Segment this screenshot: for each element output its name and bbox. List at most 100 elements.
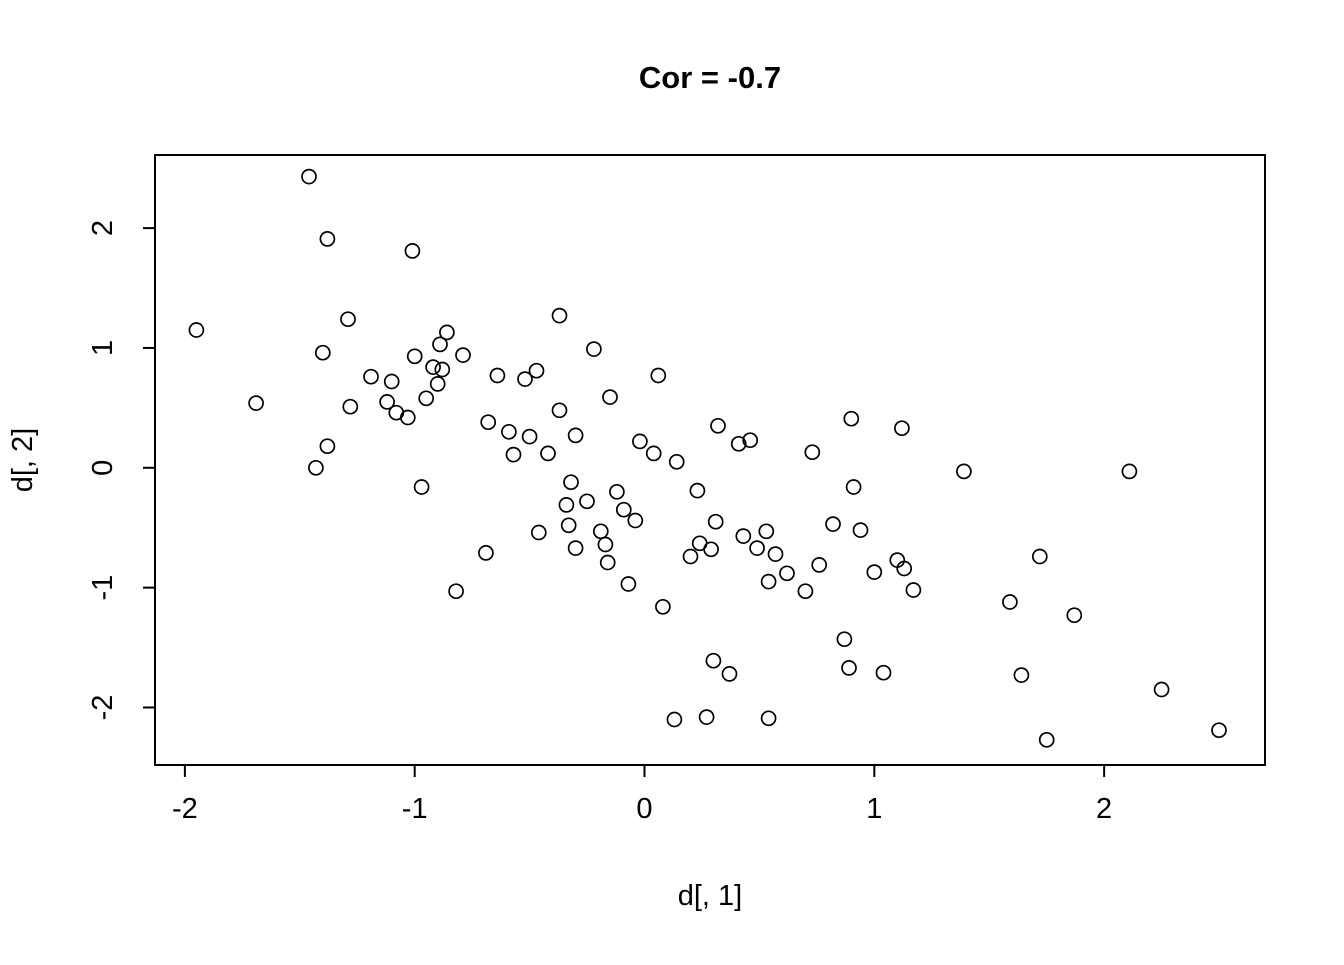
data-point [825,516,841,532]
data-point [956,463,972,480]
data-point [797,583,814,600]
data-point [560,517,577,534]
plot-area-border [154,154,1266,766]
data-point [668,453,685,470]
data-point [632,433,648,450]
data-points [188,168,1227,748]
data-point [314,344,331,361]
data-point [758,523,775,540]
y-tick-label: 0 [87,460,119,476]
data-point [602,389,618,405]
data-point [650,367,667,384]
data-point [1121,463,1138,480]
data-point [579,493,595,510]
data-point [383,373,400,390]
data-point [521,428,538,445]
x-tick-label: 1 [866,793,882,825]
data-point [597,536,614,553]
data-point [425,359,441,375]
data-point [517,371,533,387]
y-axis-label: d[, 2] [7,428,39,493]
x-tick-label: 0 [636,793,652,825]
data-point [455,347,471,363]
data-point [760,573,777,590]
y-tick-label: -1 [87,575,119,601]
data-point [760,710,777,727]
data-point [705,652,722,669]
data-point [689,482,706,499]
data-point [418,390,435,407]
data-point [563,474,579,491]
data-point [406,348,423,365]
data-point [721,666,738,682]
data-point [448,583,464,600]
data-point [1002,594,1018,610]
data-point [620,576,637,592]
data-point [735,528,752,544]
x-axis-label: d[, 1] [678,880,743,912]
data-point [896,560,913,577]
x-axis-ticks: -2 -1 0 1 2 [172,765,1112,825]
data-point [710,417,726,434]
data-point [586,341,602,357]
chart-title: Cor = -0.7 [639,60,781,95]
x-tick-label: -2 [172,793,198,825]
data-point [703,541,719,558]
data-point [319,231,336,247]
data-point [707,513,724,530]
data-point [1211,722,1227,739]
x-tick-label: -1 [402,793,428,825]
data-point [413,479,430,495]
data-point [905,582,922,598]
data-point [567,427,584,444]
data-point [439,324,455,341]
data-point [1153,681,1170,698]
data-point [340,311,356,328]
data-point [319,438,336,455]
data-point [779,565,795,582]
data-point [615,501,632,518]
data-point [501,423,517,440]
data-point [645,445,662,462]
data-point [843,410,860,427]
y-tick-label: -2 [87,695,119,721]
data-point [866,564,883,580]
data-point [505,446,522,463]
data-point [894,420,910,437]
data-point [480,414,497,431]
data-point [852,522,869,538]
data-point [841,660,857,676]
data-point [489,367,506,384]
data-point [609,483,625,500]
data-point [1066,607,1083,624]
data-point [767,546,784,562]
data-point [404,243,421,259]
data-point [248,395,264,411]
data-point [558,497,575,513]
data-point [379,394,395,410]
data-point [399,409,416,426]
data-point [682,548,699,565]
data-point [1031,548,1048,565]
data-point [599,554,616,571]
data-point [730,435,747,452]
data-point [308,459,324,476]
data-point [432,336,448,353]
data-point [551,402,568,419]
x-tick-label: 2 [1096,793,1112,825]
data-point [811,557,828,573]
data-point [342,398,359,415]
data-point [429,376,446,392]
data-point [749,540,765,556]
data-point [363,368,379,385]
y-tick-label: 2 [87,220,119,236]
data-point [1013,667,1030,683]
data-point [188,322,205,338]
data-point [530,524,547,541]
data-point [1038,731,1055,748]
data-point [666,711,683,728]
data-point [551,307,568,324]
y-tick-label: 1 [87,340,119,356]
